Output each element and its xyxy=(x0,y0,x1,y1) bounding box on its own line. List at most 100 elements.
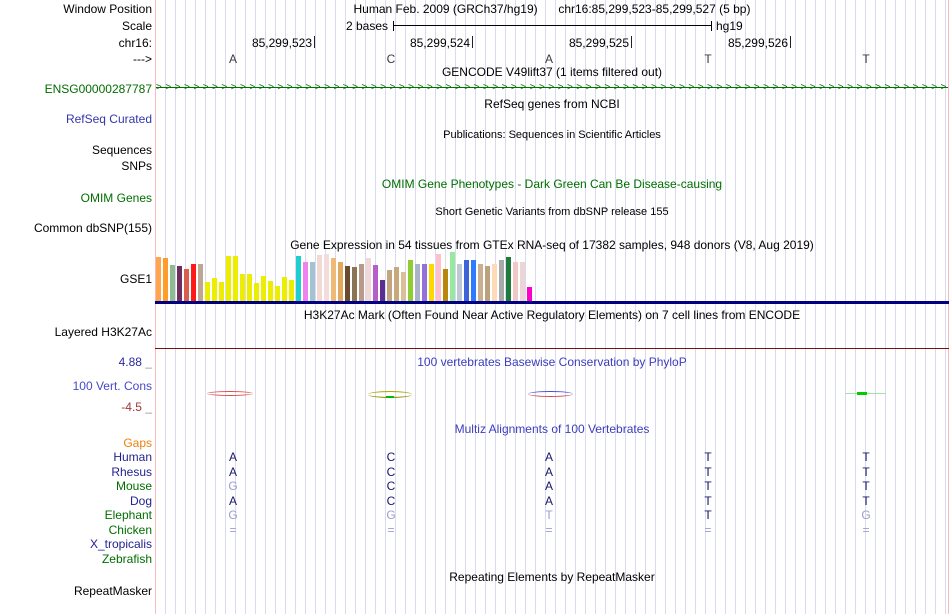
gtex-tissue-bar[interactable] xyxy=(212,278,217,302)
gtex-tissue-bar[interactable] xyxy=(366,258,371,302)
repeatmasker-label[interactable]: RepeatMasker xyxy=(73,584,152,598)
sequences-label[interactable]: Sequences xyxy=(91,143,152,157)
gtex-tissue-bar[interactable] xyxy=(527,287,532,302)
gtex-tissue-bar[interactable] xyxy=(226,256,231,302)
gtex-tissue-bar[interactable] xyxy=(429,264,434,302)
gtex-tissue-bar[interactable] xyxy=(415,264,420,302)
species-label-chicken[interactable]: Chicken xyxy=(108,523,152,537)
gtex-tissue-bar[interactable] xyxy=(506,257,511,302)
gtex-tissue-bar[interactable] xyxy=(247,274,252,302)
omim-track-title[interactable]: OMIM Gene Phenotypes - Dark Green Can Be… xyxy=(381,177,723,191)
gtex-tissue-bar[interactable] xyxy=(156,257,161,302)
gtex-tissue-bar[interactable] xyxy=(338,262,343,302)
omim-genes-label[interactable]: OMIM Genes xyxy=(80,191,152,205)
alignment-base: C xyxy=(386,479,396,493)
gtex-tissue-bar[interactable] xyxy=(268,281,273,302)
common-dbsnp-label[interactable]: Common dbSNP(155) xyxy=(33,221,152,235)
gtex-tissue-bar[interactable] xyxy=(177,266,182,302)
multiz-track-title[interactable]: Multiz Alignments of 100 Vertebrates xyxy=(454,422,650,436)
gtex-tissue-bar[interactable] xyxy=(471,260,476,302)
gtex-track-title[interactable]: Gene Expression in 54 tissues from GTEx … xyxy=(290,238,814,252)
gtex-tissue-bar[interactable] xyxy=(198,264,203,302)
gtex-tissue-bar[interactable] xyxy=(380,280,385,302)
position-title: chr16:85,299,523-85,299,527 (5 bp) xyxy=(558,2,751,16)
species-label-x_tropicalis[interactable]: X_tropicalis xyxy=(89,537,152,551)
gtex-tissue-bar[interactable] xyxy=(275,286,280,302)
alignment-base: T xyxy=(704,508,712,522)
gtex-tissue-bar[interactable] xyxy=(254,283,259,302)
gtex-tissue-bar[interactable] xyxy=(233,256,238,302)
gtex-tissue-bar[interactable] xyxy=(359,264,364,302)
gtex-tissue-bar[interactable] xyxy=(205,282,210,302)
conservation-signal-dash xyxy=(857,392,867,395)
gencode-gene-label[interactable]: ENSG00000287787 xyxy=(44,82,152,96)
species-label-mouse[interactable]: Mouse xyxy=(115,479,152,493)
gtex-tissue-bar[interactable] xyxy=(513,262,518,302)
gtex-tissue-bar[interactable] xyxy=(219,282,224,302)
species-label-dog[interactable]: Dog xyxy=(129,494,152,508)
conservation-signal-mark xyxy=(528,391,573,397)
gtex-tissue-bar[interactable] xyxy=(387,270,392,302)
gtex-tissue-bar[interactable] xyxy=(394,267,399,302)
alignment-base: G xyxy=(861,508,871,522)
refseq-track-title[interactable]: RefSeq genes from NCBI xyxy=(484,97,620,111)
gtex-tissue-bar[interactable] xyxy=(240,274,245,302)
gtex-tissue-bar[interactable] xyxy=(443,269,448,302)
gtex-tissue-bar[interactable] xyxy=(492,264,497,302)
gtex-tissue-bar[interactable] xyxy=(261,276,266,302)
gtex-tissue-bar[interactable] xyxy=(184,269,189,302)
gtex-tissue-bar[interactable] xyxy=(401,272,406,302)
gtex-tissue-bar[interactable] xyxy=(289,280,294,302)
gtex-tissue-bar[interactable] xyxy=(436,254,441,302)
species-label-elephant[interactable]: Elephant xyxy=(104,508,152,522)
publications-track-title[interactable]: Publications: Sequences in Scientific Ar… xyxy=(443,129,661,141)
gtex-tissue-bar[interactable] xyxy=(499,260,504,302)
species-label-zebrafish[interactable]: Zebrafish xyxy=(101,552,152,566)
alignment-base: = xyxy=(545,523,553,537)
gtex-tissue-bar[interactable] xyxy=(296,256,301,302)
dbsnp-track-title[interactable]: Short Genetic Variants from dbSNP releas… xyxy=(435,206,669,218)
conservation-track-title[interactable]: 100 vertebrates Basewise Conservation by… xyxy=(417,355,687,369)
gencode-track-title[interactable]: GENCODE V49lift37 (1 items filtered out) xyxy=(441,65,663,79)
gtex-tissue-bar[interactable] xyxy=(352,267,357,302)
gtex-tissue-bar[interactable] xyxy=(324,254,329,302)
gene-direction-arrows[interactable]: >>>>>>>>>>>>>>>>>>>>>>>>>>>>>>>>>>>>>>>>… xyxy=(156,83,948,93)
repeatmasker-track-title[interactable]: Repeating Elements by RepeatMasker xyxy=(449,570,655,584)
gtex-tissue-bar[interactable] xyxy=(478,264,483,302)
species-label-human[interactable]: Human xyxy=(113,450,152,464)
alignment-base: A xyxy=(228,465,238,479)
gtex-tissue-bar[interactable] xyxy=(345,266,350,302)
h3k27ac-track-title[interactable]: H3K27Ac Mark (Often Found Near Active Re… xyxy=(303,308,801,322)
snps-label[interactable]: SNPs xyxy=(121,159,152,173)
species-label-rhesus[interactable]: Rhesus xyxy=(111,465,152,479)
title-row: Human Feb. 2009 (GRCh37/hg19) chr16:85,2… xyxy=(155,2,949,16)
gtex-tissue-bar[interactable] xyxy=(170,265,175,302)
gtex-tissue-bar[interactable] xyxy=(457,264,462,302)
gtex-tissue-bar[interactable] xyxy=(422,264,427,302)
layered-h3k27ac-label[interactable]: Layered H3K27Ac xyxy=(54,325,152,339)
gtex-gene-label[interactable]: GSE1 xyxy=(119,272,152,286)
sequence-base: A xyxy=(544,52,554,66)
gtex-tissue-bar[interactable] xyxy=(163,258,168,302)
gtex-tissue-bar[interactable] xyxy=(303,262,308,302)
gtex-tissue-bar[interactable] xyxy=(282,277,287,302)
gtex-tissue-bar[interactable] xyxy=(331,258,336,302)
gtex-tissue-bar[interactable] xyxy=(485,266,490,302)
conservation-max-label: 4.88 _ xyxy=(0,355,152,369)
sequence-base: A xyxy=(228,52,238,66)
species-label-gaps[interactable]: Gaps xyxy=(123,436,152,450)
gtex-tissue-bar[interactable] xyxy=(310,262,315,302)
gtex-tissue-bar[interactable] xyxy=(191,264,196,302)
gtex-tissue-bar[interactable] xyxy=(373,265,378,302)
refseq-curated-label[interactable]: RefSeq Curated xyxy=(65,112,152,126)
gtex-tissue-bar[interactable] xyxy=(450,252,455,302)
alignment-base: C xyxy=(386,450,396,464)
gtex-tissue-bar[interactable] xyxy=(317,255,322,302)
gtex-tissue-bar[interactable] xyxy=(520,262,525,302)
gtex-expression-bars[interactable] xyxy=(156,252,948,302)
conservation-label[interactable]: 100 Vert. Cons xyxy=(72,379,152,393)
gtex-tissue-bar[interactable] xyxy=(464,260,469,302)
gtex-tissue-bar[interactable] xyxy=(408,260,413,302)
alignment-base: G xyxy=(228,508,238,522)
ruler-position-number: 85,299,523 xyxy=(251,36,312,50)
